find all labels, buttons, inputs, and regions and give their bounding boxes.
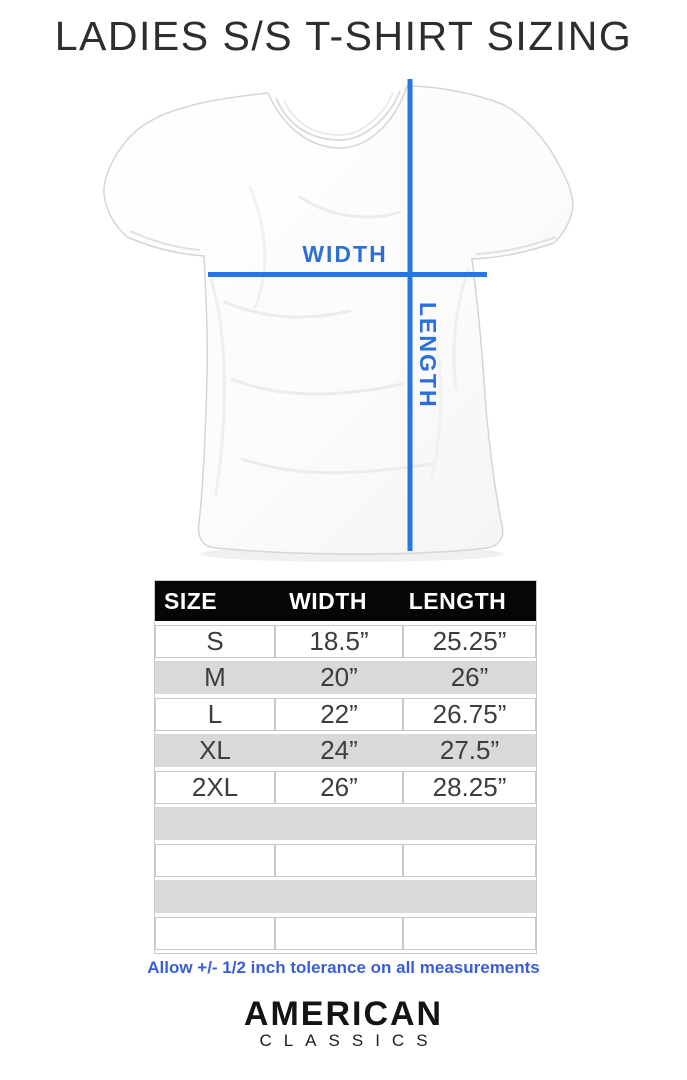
table-cell-empty xyxy=(403,807,536,840)
table-cell-empty xyxy=(275,916,403,950)
table-row-empty xyxy=(155,807,536,840)
table-cell-empty xyxy=(155,843,275,877)
table-row-s: S 18.5” 25.25” xyxy=(155,624,536,658)
table-cell-empty xyxy=(155,807,275,840)
table-row-m: M 20” 26” xyxy=(155,661,536,694)
tshirt-neckline-stitch xyxy=(283,92,394,136)
size-table: SIZE WIDTH LENGTH S 18.5” 25.25” M 20” 2… xyxy=(154,580,537,954)
table-cell-empty xyxy=(155,916,275,950)
left-sleeve-hem xyxy=(129,230,201,251)
width-measure-label: WIDTH xyxy=(302,241,388,267)
header-cell-size: SIZE xyxy=(164,587,218,614)
length-measure-label: LENGTH xyxy=(415,302,441,409)
table-cell-width: 20” xyxy=(320,662,358,692)
table-cell-length: 25.25” xyxy=(403,624,536,658)
header-cell-width: WIDTH xyxy=(289,587,367,614)
table-cell-empty xyxy=(275,807,403,840)
page-title: LADIES S/S T-SHIRT SIZING xyxy=(54,13,633,59)
tshirt-wrinkles xyxy=(209,185,470,497)
brand-name-american: AMERICAN xyxy=(243,995,444,1033)
brand-name-classics: CLASSICS xyxy=(259,1031,440,1050)
table-cell-width: 24” xyxy=(320,735,358,765)
table-cell-empty xyxy=(403,916,536,950)
table-row-l: L 22” 26.75” xyxy=(155,697,536,731)
table-cell-size: L xyxy=(155,697,275,731)
size-table-header: SIZE WIDTH LENGTH xyxy=(155,581,536,621)
table-cell-length: 27.5” xyxy=(439,735,500,765)
tolerance-note: Allow +/- 1/2 inch tolerance on all meas… xyxy=(147,958,540,977)
table-row-xl: XL 24” 27.5” xyxy=(155,734,536,767)
table-cell-size: S xyxy=(155,624,275,658)
table-cell-empty xyxy=(403,880,536,913)
table-row-empty xyxy=(155,916,536,950)
table-cell-width: 18.5” xyxy=(275,624,403,658)
tshirt-body xyxy=(103,85,574,555)
table-cell-width: 22” xyxy=(275,697,403,731)
header-cell-length: LENGTH xyxy=(408,587,507,614)
tshirt-neckline xyxy=(275,90,401,142)
table-cell-size: M xyxy=(204,662,226,692)
table-row-empty xyxy=(155,880,536,913)
table-row-empty xyxy=(155,843,536,877)
table-cell-size: XL xyxy=(199,735,231,765)
table-cell-empty xyxy=(275,843,403,877)
right-sleeve-hem xyxy=(475,236,557,255)
table-cell-empty xyxy=(275,880,403,913)
table-cell-length: 26.75” xyxy=(403,697,536,731)
table-row-2xl: 2XL 26” 28.25” xyxy=(155,770,536,804)
table-cell-size: 2XL xyxy=(155,770,275,804)
table-cell-length: 26” xyxy=(450,662,489,692)
table-cell-empty xyxy=(403,843,536,877)
tshirt-image xyxy=(103,79,574,562)
table-cell-length: 28.25” xyxy=(403,770,536,804)
table-cell-width: 26” xyxy=(275,770,403,804)
table-cell-empty xyxy=(155,880,275,913)
